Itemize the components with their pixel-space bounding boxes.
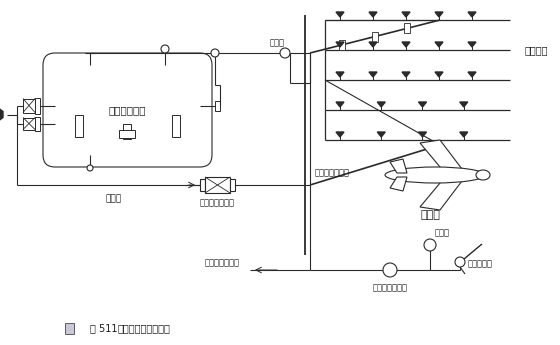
Bar [172,115,180,137]
Polygon shape [402,12,410,17]
Polygon shape [468,42,476,47]
Circle shape [161,45,169,53]
Polygon shape [468,72,476,77]
Bar [35,117,40,130]
Bar [23,99,35,112]
Text: 囊式泡沫液罐: 囊式泡沫液罐 [109,105,146,115]
Polygon shape [468,12,476,17]
Bar [119,130,135,138]
Ellipse shape [385,167,485,183]
Bar [339,40,346,50]
Bar [23,118,35,129]
Polygon shape [390,177,407,191]
Text: 泡沫比例混合器: 泡沫比例混合器 [199,198,235,207]
Bar [123,124,131,138]
Polygon shape [0,108,3,120]
Bar [230,179,235,191]
Circle shape [424,239,436,251]
Polygon shape [435,72,443,77]
Text: 摇动泡沫炮: 摇动泡沫炮 [468,259,493,268]
Circle shape [455,257,465,267]
Polygon shape [460,102,468,107]
Polygon shape [390,159,407,173]
Bar [372,31,378,41]
Text: 喷头网络: 喷头网络 [525,45,548,55]
Bar [205,177,230,193]
Polygon shape [402,42,410,47]
Polygon shape [377,132,385,137]
Circle shape [383,263,397,277]
Text: 探测与启动装置: 探测与启动装置 [372,284,408,293]
Bar [404,23,410,33]
Polygon shape [435,42,443,47]
Polygon shape [420,177,465,210]
Circle shape [280,48,290,58]
FancyBboxPatch shape [43,53,212,167]
Polygon shape [402,72,410,77]
Polygon shape [369,72,377,77]
Text: 图 511: 图 511 [90,324,130,334]
Bar [75,115,83,137]
Text: 到报警器等装置: 到报警器等装置 [205,258,240,267]
Polygon shape [418,132,427,137]
Circle shape [211,49,219,57]
Polygon shape [369,42,377,47]
Text: 机库区: 机库区 [420,210,440,220]
Polygon shape [377,102,385,107]
Text: 压力水: 压力水 [105,195,121,204]
Circle shape [87,165,93,171]
Bar [200,179,205,191]
Polygon shape [336,72,344,77]
Bar [65,323,74,334]
Polygon shape [418,102,427,107]
Text: 雨淋阀: 雨淋阀 [270,39,285,48]
Text: 探测器: 探测器 [435,228,450,237]
Polygon shape [336,42,344,47]
Polygon shape [420,140,465,173]
Text: 泡沫混合液管线: 泡沫混合液管线 [315,168,350,177]
Polygon shape [336,132,344,137]
Bar [35,98,40,114]
Polygon shape [369,12,377,17]
Text: 飞机库泡沫喷渋系统: 飞机库泡沫喷渋系统 [118,324,171,334]
Bar [215,100,220,110]
Ellipse shape [476,170,490,180]
Polygon shape [336,102,344,107]
Polygon shape [336,12,344,17]
Polygon shape [435,12,443,17]
Polygon shape [460,132,468,137]
